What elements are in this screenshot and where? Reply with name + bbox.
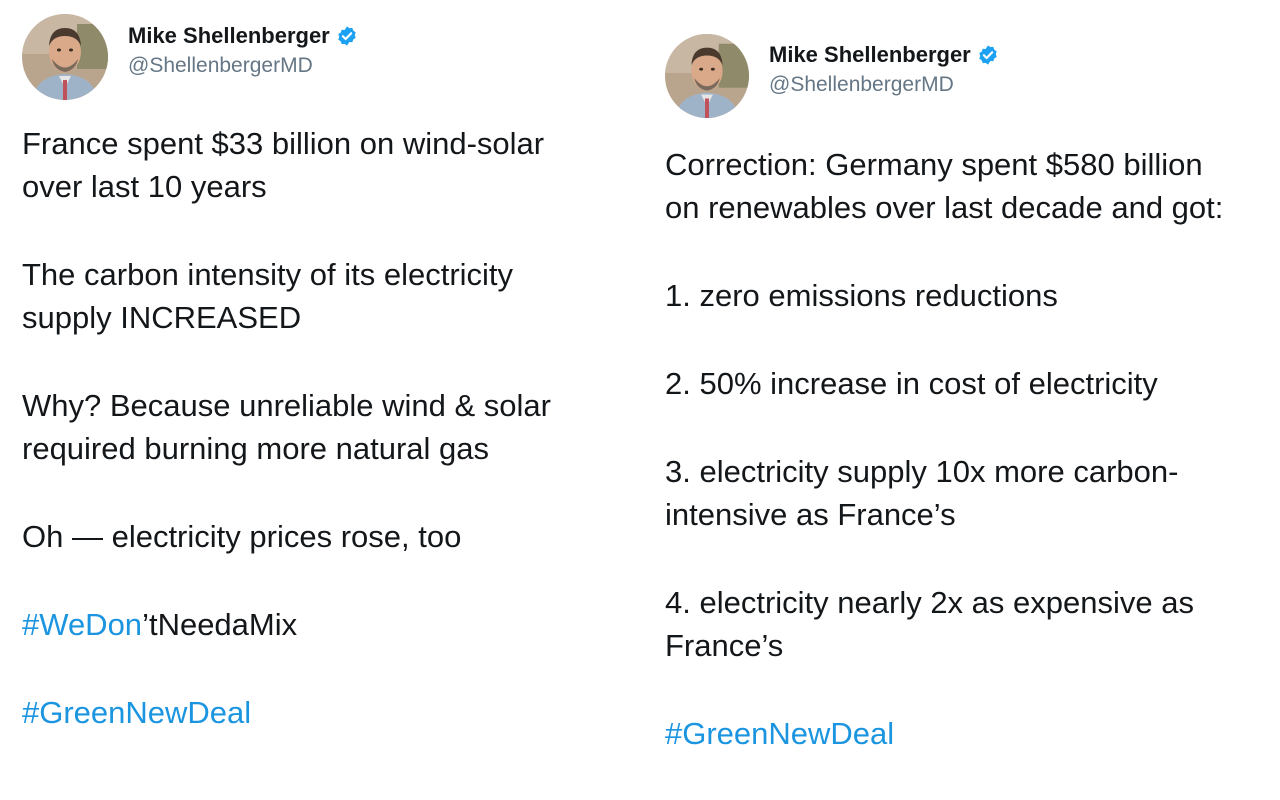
avatar-photo-icon <box>22 14 108 100</box>
avatar-photo-icon <box>665 34 749 118</box>
tweet-paragraph: 2. 50% increase in cost of electricity <box>665 366 1158 401</box>
tweet-paragraph: The carbon intensity of its electricity … <box>22 257 514 335</box>
hashtag-wedontneedamix: #WeDon’tNeedaMix <box>22 603 632 646</box>
author-name[interactable]: Mike Shellenberger <box>769 42 971 67</box>
verified-badge-icon <box>977 44 999 66</box>
tweet-body: France spent $33 billion on wind-solar o… <box>22 122 632 734</box>
tweet-body: Correction: Germany spent $580 billion o… <box>665 143 1277 755</box>
hashtag-greennewdeal[interactable]: #GreenNewDeal <box>22 695 252 730</box>
tweet-paragraph: 1. zero emissions reductions <box>665 278 1058 313</box>
avatar[interactable] <box>665 34 749 118</box>
tweet-right: Mike Shellenberger @ShellenbergerMD Corr… <box>665 33 1277 800</box>
tweet-header: Mike Shellenberger @ShellenbergerMD <box>665 33 1277 119</box>
author-handle[interactable]: @ShellenbergerMD <box>128 54 313 77</box>
author-name-row: Mike Shellenberger <box>128 23 358 49</box>
author-name-row: Mike Shellenberger <box>769 42 999 68</box>
verified-badge-icon <box>336 25 358 47</box>
hashtag-link[interactable]: #WeDon <box>22 607 143 642</box>
tweet-paragraph: 4. electricity nearly 2x as expensive as… <box>665 585 1194 663</box>
tweet-paragraph: France spent $33 billion on wind-solar o… <box>22 126 545 204</box>
tweet-paragraph: Why? Because unreliable wind & solar req… <box>22 388 551 466</box>
author-block: Mike Shellenberger @ShellenbergerMD <box>769 42 999 98</box>
author-block: Mike Shellenberger @ShellenbergerMD <box>128 23 358 79</box>
tweet-paragraph: Oh — electricity prices rose, too <box>22 519 462 554</box>
tweet-paragraph: Correction: Germany spent $580 billion o… <box>665 147 1224 225</box>
tweet-paragraph: 3. electricity supply 10x more carbon- i… <box>665 454 1179 532</box>
avatar[interactable] <box>22 14 108 100</box>
tweet-header: Mike Shellenberger @ShellenbergerMD <box>22 14 632 100</box>
author-handle[interactable]: @ShellenbergerMD <box>769 73 954 96</box>
hashtag-greennewdeal[interactable]: #GreenNewDeal <box>665 716 895 751</box>
author-name[interactable]: Mike Shellenberger <box>128 23 330 48</box>
hashtag-suffix: ’tNeedaMix <box>142 607 298 642</box>
tweet-left: Mike Shellenberger @ShellenbergerMD Fran… <box>22 14 632 779</box>
